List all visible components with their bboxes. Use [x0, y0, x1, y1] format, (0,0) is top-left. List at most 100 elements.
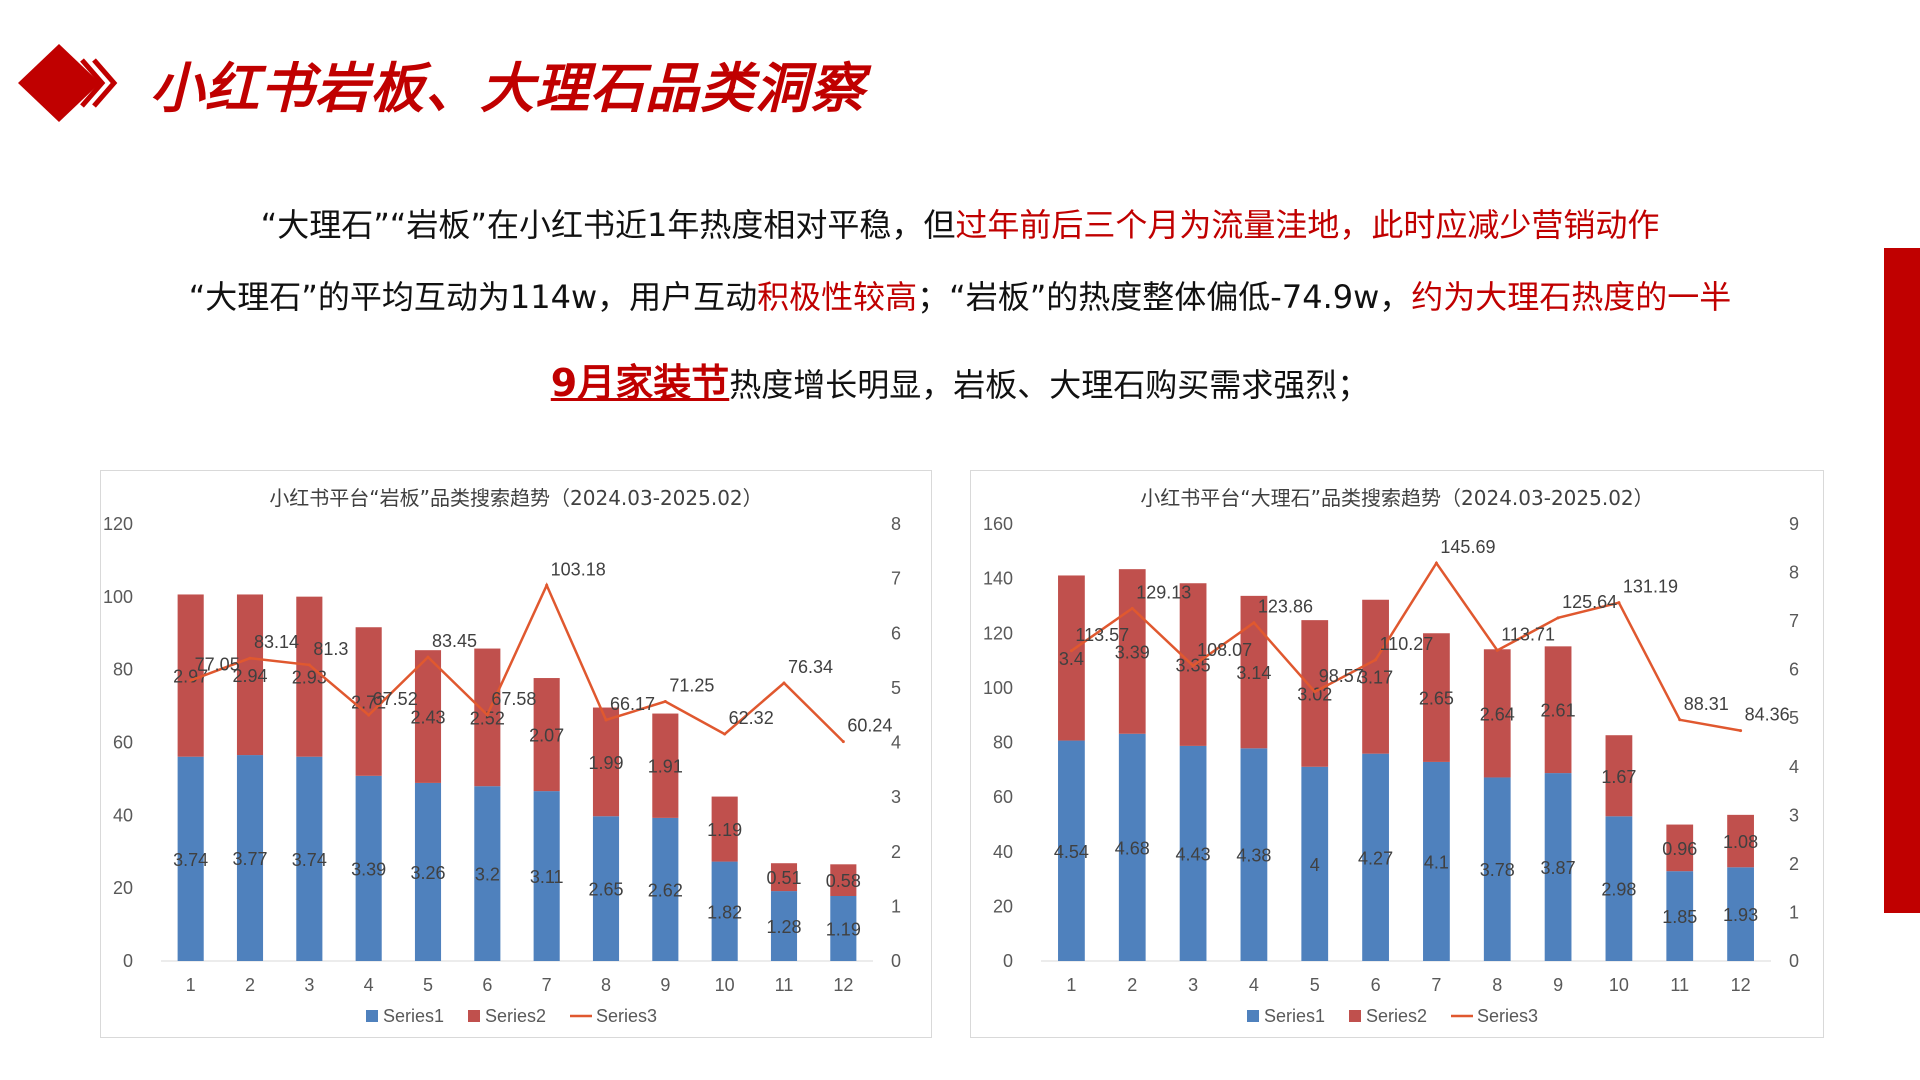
x-tick-label: 5 — [1310, 975, 1320, 995]
x-tick-label: 10 — [715, 975, 735, 995]
series3-point — [841, 740, 845, 744]
series1-bar — [1179, 745, 1207, 961]
series2-data-label: 2.61 — [1541, 701, 1576, 721]
insight-3-highlight: 9月家装节 — [550, 361, 730, 405]
y-right-tick-label: 8 — [1789, 563, 1799, 583]
chart-marble-svg: 小红书平台“大理石”品类搜索趋势（2024.03-2025.02）0204060… — [983, 486, 1799, 1026]
series2-data-label: 3.39 — [1115, 642, 1150, 662]
series3-data-label: 98.57 — [1319, 666, 1364, 686]
series3-data-label: 67.58 — [491, 689, 536, 709]
insight-2-highlight-a: 积极性较高 — [757, 278, 918, 316]
series3-data-label: 125.64 — [1562, 592, 1617, 612]
series1-data-label: 2.98 — [1601, 880, 1636, 900]
y-right-tick-label: 5 — [1789, 708, 1799, 728]
series3-line — [190, 582, 845, 743]
series2-data-label: 0.58 — [826, 871, 861, 891]
series1-data-label: 4.1 — [1424, 852, 1449, 872]
series2-bar — [1544, 646, 1572, 774]
y-right-tick-label: 0 — [1789, 951, 1799, 971]
series2-bar — [296, 596, 323, 757]
series3-point — [604, 718, 608, 722]
series1-bar — [1362, 753, 1389, 961]
series1-data-label: 1.19 — [826, 919, 861, 939]
insight-3-text: 热度增长明显，岩板、大理石购买需求强烈； — [729, 366, 1370, 404]
series1-bar — [1727, 867, 1754, 961]
x-tick-label: 3 — [304, 975, 314, 995]
series3-data-label: 62.32 — [729, 708, 774, 728]
x-tick-label: 11 — [1670, 975, 1689, 995]
series3-data-label: 123.86 — [1258, 597, 1313, 617]
series1-data-label: 3.77 — [232, 849, 267, 869]
series3-data-label: 67.52 — [373, 689, 418, 709]
y-left-tick-label: 40 — [993, 842, 1013, 862]
y-right-tick-label: 8 — [891, 514, 901, 534]
series1-data-label: 4.43 — [1176, 844, 1211, 864]
series2-data-label: 3.4 — [1059, 649, 1084, 669]
series2-data-label: 2.97 — [173, 667, 208, 687]
y-left-tick-label: 20 — [993, 896, 1013, 916]
series2-data-label: 0.96 — [1662, 839, 1697, 859]
series1-bar — [355, 775, 382, 961]
insight-line-3: 9月家装节热度增长明显，岩板、大理石购买需求强烈； — [0, 352, 1920, 407]
series2-data-label: 1.67 — [1601, 767, 1636, 787]
legend-series2-label: Series2 — [485, 1006, 546, 1026]
series3-data-label: 88.31 — [1684, 694, 1729, 714]
series3-data-label: 83.45 — [432, 631, 477, 651]
series2-data-label: 3.17 — [1358, 668, 1393, 688]
series2-data-label: 2.94 — [232, 666, 267, 686]
series1-data-label: 1.82 — [707, 902, 742, 922]
series2-data-label: 2.43 — [410, 708, 445, 728]
series1-bar — [1240, 748, 1268, 961]
series3-data-label: 108.07 — [1197, 640, 1252, 660]
series3-data-label: 103.18 — [551, 559, 606, 579]
x-tick-label: 5 — [423, 975, 433, 995]
series1-data-label: 3.78 — [1480, 860, 1515, 880]
y-left-tick-label: 140 — [983, 569, 1013, 589]
x-tick-label: 10 — [1609, 975, 1629, 995]
series3-point — [426, 655, 430, 659]
series3-data-label: 60.24 — [847, 716, 892, 736]
y-right-tick-label: 4 — [1789, 757, 1799, 777]
series3-data-label: 66.17 — [610, 694, 655, 714]
series2-data-label: 1.19 — [707, 820, 742, 840]
chart-title: 小红书平台“大理石”品类搜索趋势（2024.03-2025.02） — [1140, 486, 1653, 510]
series2-data-label: 3.02 — [1297, 684, 1332, 704]
y-left-tick-label: 120 — [983, 623, 1013, 643]
y-right-tick-label: 7 — [891, 569, 901, 589]
x-tick-label: 9 — [660, 975, 670, 995]
series2-bar — [1666, 824, 1694, 872]
series1-data-label: 4 — [1310, 855, 1320, 875]
series3-point — [307, 663, 311, 667]
series1-bar — [474, 786, 501, 961]
series2-bar — [652, 713, 679, 818]
series2-bar — [1118, 569, 1146, 734]
y-right-tick-label: 4 — [891, 733, 901, 753]
series1-bar — [533, 791, 560, 961]
legend-series2-label: Series2 — [1366, 1006, 1427, 1026]
series1-data-label: 1.85 — [1662, 907, 1697, 927]
series2-bar — [236, 594, 264, 756]
series2-bar — [474, 648, 501, 787]
series2-data-label: 2.64 — [1480, 704, 1515, 724]
y-left-tick-label: 100 — [103, 587, 133, 607]
y-right-tick-label: 0 — [891, 951, 901, 971]
x-tick-label: 9 — [1553, 975, 1563, 995]
insight-2-highlight-b: 约为大理石热度的一半 — [1411, 278, 1732, 316]
series3-data-label: 83.14 — [254, 632, 299, 652]
series1-bar — [652, 817, 679, 961]
series1-bar — [1666, 871, 1694, 961]
series2-data-label: 1.91 — [648, 757, 683, 777]
logo-chevron-icon — [18, 44, 118, 122]
series3-point — [1191, 664, 1195, 668]
x-tick-label: 12 — [1731, 975, 1751, 995]
x-tick-label: 6 — [1371, 975, 1381, 995]
y-right-tick-label: 9 — [1789, 514, 1799, 534]
series3-point — [545, 583, 549, 587]
series1-bar — [1483, 777, 1511, 961]
series3-data-label: 113.57 — [1075, 625, 1129, 645]
series3-data-label: 71.25 — [669, 676, 714, 696]
series1-bar — [711, 861, 738, 961]
series2-bar — [1727, 814, 1754, 868]
series3-point — [485, 713, 489, 717]
series2-bar — [414, 650, 442, 783]
